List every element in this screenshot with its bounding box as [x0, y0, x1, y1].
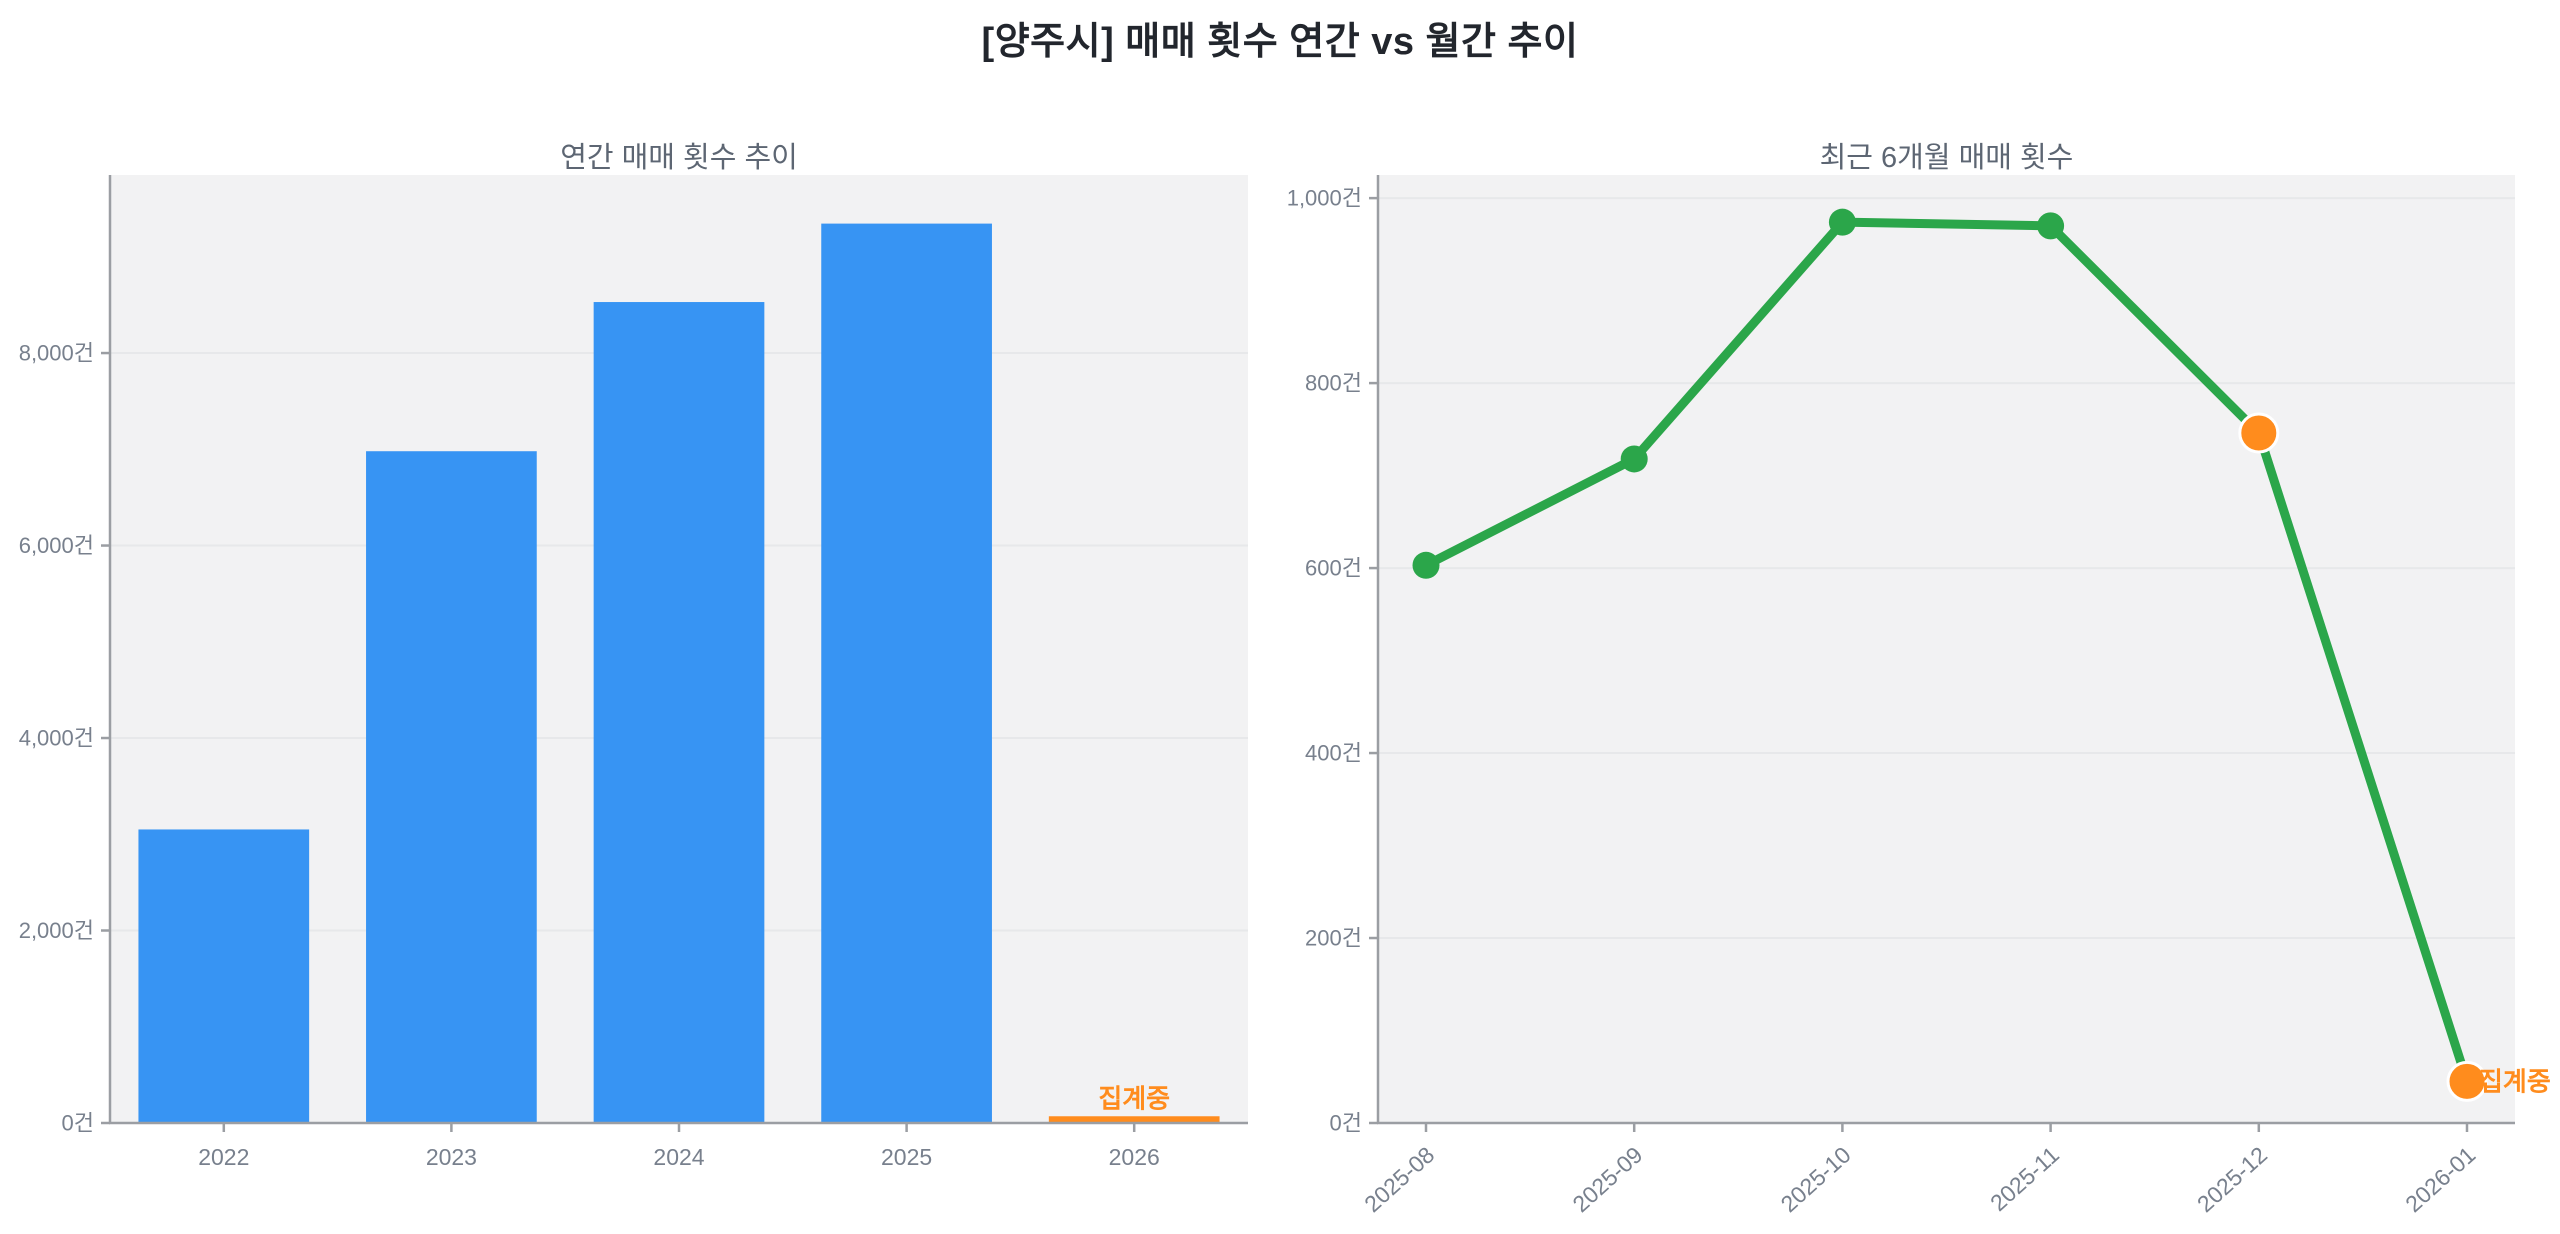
x-axis-labels: 2025-08 2025-09 2025-10 2025-11 2025-12 2026-… [1359, 1123, 2480, 1217]
figure-title: [양주시] 매매 횟수 연간 vs 월간 추이 [981, 21, 1579, 63]
data-point-2026-01 [2446, 1060, 2488, 1102]
markers [1412, 208, 2488, 1102]
pending-annotation: 집계중 [2479, 1066, 2551, 1096]
x-tick-label: 2025-10 [1776, 1141, 1856, 1217]
trend-line [1421, 217, 2472, 1086]
x-axis-labels: 2022 2023 2024 2025 2026 [198, 1123, 1160, 1170]
x-tick-label: 2026-01 [2400, 1141, 2480, 1217]
bars [138, 223, 1220, 1124]
x-tick-label: 2023 [426, 1144, 477, 1170]
y-tick-label: 0건 [1330, 1110, 1362, 1135]
gridlines [1378, 197, 2515, 940]
y-tick-label: 4,000건 [19, 726, 94, 751]
x-tick-label: 2024 [653, 1144, 704, 1170]
bar-2024 [593, 302, 765, 1123]
y-tick-label: 1,000건 [1287, 186, 1362, 211]
axes: 0건 200건 400건 600건 800건 1,000건 [1287, 175, 2515, 1135]
y-tick-label: 800건 [1305, 371, 1362, 396]
bar-chart-title: 연간 매매 횟수 추이 [560, 142, 798, 174]
data-point-2025-08 [1412, 551, 1440, 579]
data-point-2025-11 [2037, 212, 2065, 240]
x-tick-label: 2026 [1109, 1144, 1160, 1170]
y-tick-label: 8,000건 [19, 341, 94, 366]
bar-2022 [138, 829, 310, 1123]
x-tick-label: 2025-09 [1567, 1141, 1647, 1217]
line-chart-title: 최근 6개월 매매 횟수 [1819, 142, 2074, 174]
x-tick-label: 2025-11 [1985, 1141, 2064, 1216]
plot-area [1378, 175, 2515, 1123]
y-tick-label: 200건 [1305, 926, 1362, 951]
bar-2026 [1048, 1116, 1220, 1123]
x-tick-label: 2025 [881, 1144, 932, 1170]
y-tick-label: 6,000건 [19, 533, 94, 558]
data-point-2025-12 [2238, 412, 2280, 454]
x-tick-label: 2022 [198, 1144, 249, 1170]
y-tick-label: 600건 [1305, 556, 1362, 581]
bar-2025 [821, 223, 992, 1124]
pending-annotation: 집계중 [1098, 1083, 1170, 1113]
data-point-2025-10 [1828, 208, 1856, 236]
x-tick-label: 2025-08 [1359, 1141, 1439, 1217]
y-tick-label: 400건 [1305, 741, 1362, 766]
data-point-2025-09 [1620, 445, 1648, 473]
bar-2023 [366, 451, 537, 1123]
y-tick-label: 2,000건 [19, 918, 94, 943]
x-tick-label: 2025-12 [2192, 1141, 2272, 1217]
y-tick-label: 0건 [62, 1110, 94, 1135]
